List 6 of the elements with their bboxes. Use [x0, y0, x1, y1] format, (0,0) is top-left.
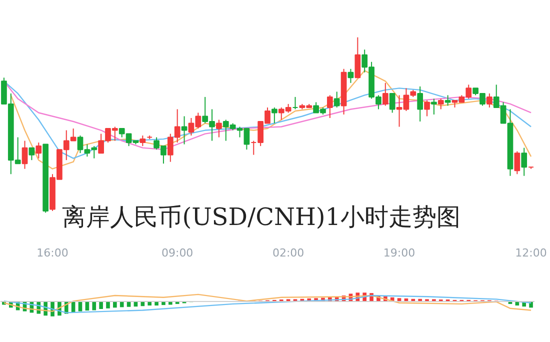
x-tick-label: 09:00 [161, 246, 194, 260]
text: 离岸人民币(USD/CNH)1小时走势图 [62, 203, 461, 232]
x-tick-label: 16:00 [36, 246, 68, 260]
x-tick-label: 19:00 [383, 246, 416, 260]
x-tick-label: 12:00 [515, 246, 547, 260]
x-tick-label: 02:00 [272, 246, 304, 260]
